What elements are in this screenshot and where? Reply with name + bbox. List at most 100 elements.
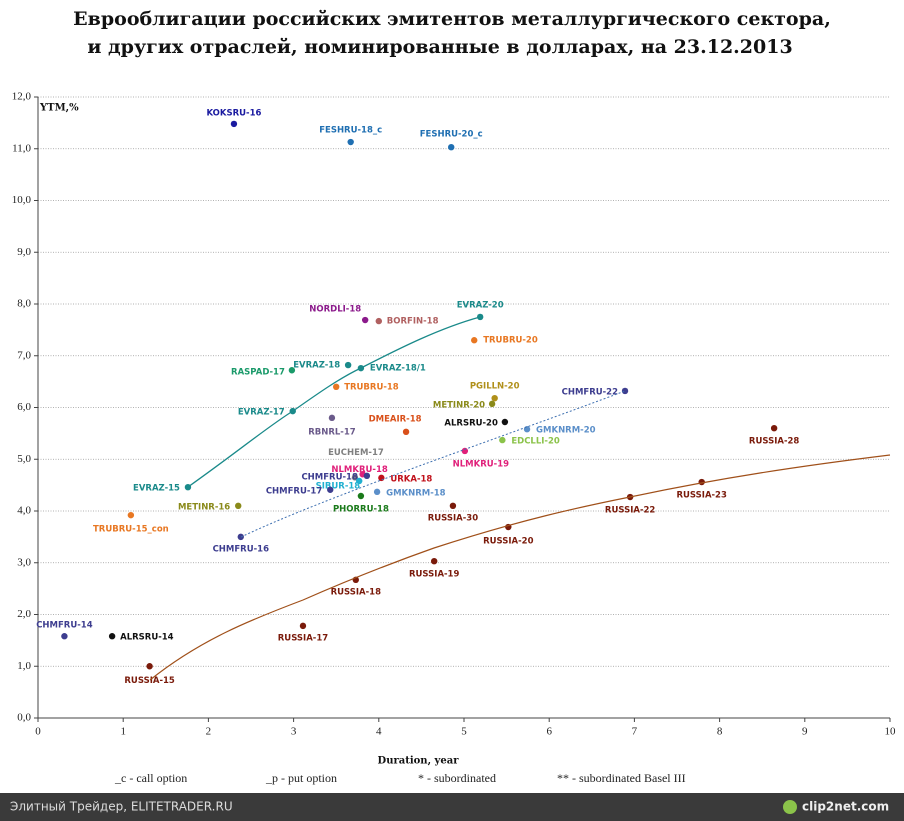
point-label: ALRSRU-20 [444, 418, 498, 428]
point [333, 383, 340, 390]
point-label: RUSSIA-20 [483, 537, 533, 547]
point-label: TRUBRU-15_con [93, 525, 169, 535]
point [491, 394, 498, 402]
point [328, 414, 336, 422]
chart-title: и других отраслей, номинированные в долл… [87, 36, 792, 58]
y-tick-label: 10,0 [12, 194, 32, 206]
point [361, 316, 369, 324]
x-tick-label: 7 [632, 726, 638, 738]
point-label: EVRAZ-15 [133, 484, 180, 494]
point [402, 428, 410, 436]
x-axis-label: Duration, year [378, 756, 460, 767]
point [230, 120, 238, 128]
x-tick-label: 4 [376, 726, 382, 738]
y-tick-label: 1,0 [17, 660, 31, 672]
point [351, 474, 359, 481]
point-label: TRUBRU-18 [344, 382, 399, 392]
point [461, 447, 469, 455]
point-label: CHMFRU-16 [213, 544, 270, 554]
point-label: EVRAZ-18/1 [370, 364, 426, 374]
point [356, 477, 363, 485]
point-label: DMEAIR-18 [369, 414, 422, 424]
point [770, 425, 778, 432]
trend-line [240, 390, 626, 538]
point-label: CHMFRU-18 [301, 472, 358, 482]
brand-icon [783, 800, 797, 814]
note: * - subordinated [418, 771, 496, 785]
y-tick-label: 5,0 [17, 453, 31, 465]
point [347, 138, 354, 146]
point-label: PHORRU-18 [333, 504, 389, 514]
y-tick-label: 11,0 [12, 142, 31, 154]
x-tick-label: 3 [291, 726, 297, 738]
y-tick-label: 3,0 [17, 556, 31, 568]
point-label: BORFIN-18 [387, 317, 439, 327]
chart-title: Еврооблигации российских эмитентов метал… [73, 8, 831, 30]
point [499, 436, 506, 444]
point-label: FESHRU-18_c [319, 126, 382, 136]
point [235, 502, 242, 510]
point-label: RUSSIA-18 [331, 587, 381, 597]
point-label: GMKNRM-18 [386, 488, 446, 498]
point [430, 557, 438, 565]
footer-bar [0, 793, 904, 821]
y-tick-label: 9,0 [17, 246, 31, 258]
point-label: RUSSIA-23 [676, 491, 726, 501]
point [621, 387, 629, 395]
point-label: RUSSIA-19 [409, 570, 459, 580]
point [488, 400, 496, 408]
point [288, 367, 296, 374]
point [476, 313, 484, 321]
x-tick-label: 2 [206, 726, 212, 738]
point [127, 511, 135, 519]
point [375, 317, 382, 325]
point [108, 633, 116, 640]
point-label: GMKNRM-20 [536, 426, 596, 436]
point-label: SIBUR-18 [316, 481, 361, 491]
point-label: RASPAD-17 [231, 368, 285, 378]
point-label: TRUBRU-20 [483, 336, 538, 346]
y-tick-label: 6,0 [17, 401, 31, 413]
note: _c - call option [114, 771, 187, 785]
point-label: EVRAZ-18 [293, 361, 340, 371]
point-label: CHMFRU-22 [562, 387, 619, 397]
point-label: FESHRU-20_c [420, 130, 483, 140]
y-tick-label: 0,0 [17, 712, 31, 724]
point-label: NORDLI-18 [309, 305, 361, 315]
x-tick-label: 6 [546, 726, 552, 738]
point-label: RBNRL-17 [308, 427, 356, 437]
point [448, 143, 455, 151]
point-label: CHMFRU-17 [266, 486, 323, 496]
y-tick-label: 12,0 [12, 91, 32, 103]
x-tick-label: 0 [35, 726, 41, 738]
brand: clip2net.com [802, 800, 889, 814]
note: _p - put option [265, 771, 337, 785]
y-axis-label: YTM,% [39, 103, 79, 114]
point-label: METINR-16 [178, 502, 230, 512]
point [471, 337, 478, 344]
point-label: EDCLLI-20 [511, 437, 560, 447]
point-label: ALRSRU-14 [120, 633, 174, 643]
y-tick-label: 7,0 [17, 349, 31, 361]
point-label: EVRAZ-17 [238, 408, 285, 418]
point [357, 492, 365, 500]
point [449, 502, 457, 510]
point-label: KOKSRU-16 [206, 108, 261, 118]
point [299, 622, 307, 630]
point-label: METINR-20 [433, 400, 485, 410]
point-label: RUSSIA-15 [124, 676, 174, 686]
point-label: CHMFRU-14 [36, 621, 93, 631]
point-label: RUSSIA-28 [749, 437, 799, 447]
point [523, 426, 531, 433]
point [237, 533, 244, 541]
point-label: NLMKRU-18 [331, 465, 387, 475]
point [344, 361, 352, 369]
footer-text: Элитный Трейдер, ELITETRADER.RU [10, 800, 233, 814]
x-tick-label: 9 [802, 726, 808, 738]
point-label: URKA-18 [390, 474, 432, 484]
point-label: NLMKRU-19 [453, 459, 509, 469]
point-label: EUCHEM-17 [328, 448, 384, 458]
note: ** - subordinated Basel III [557, 771, 686, 785]
